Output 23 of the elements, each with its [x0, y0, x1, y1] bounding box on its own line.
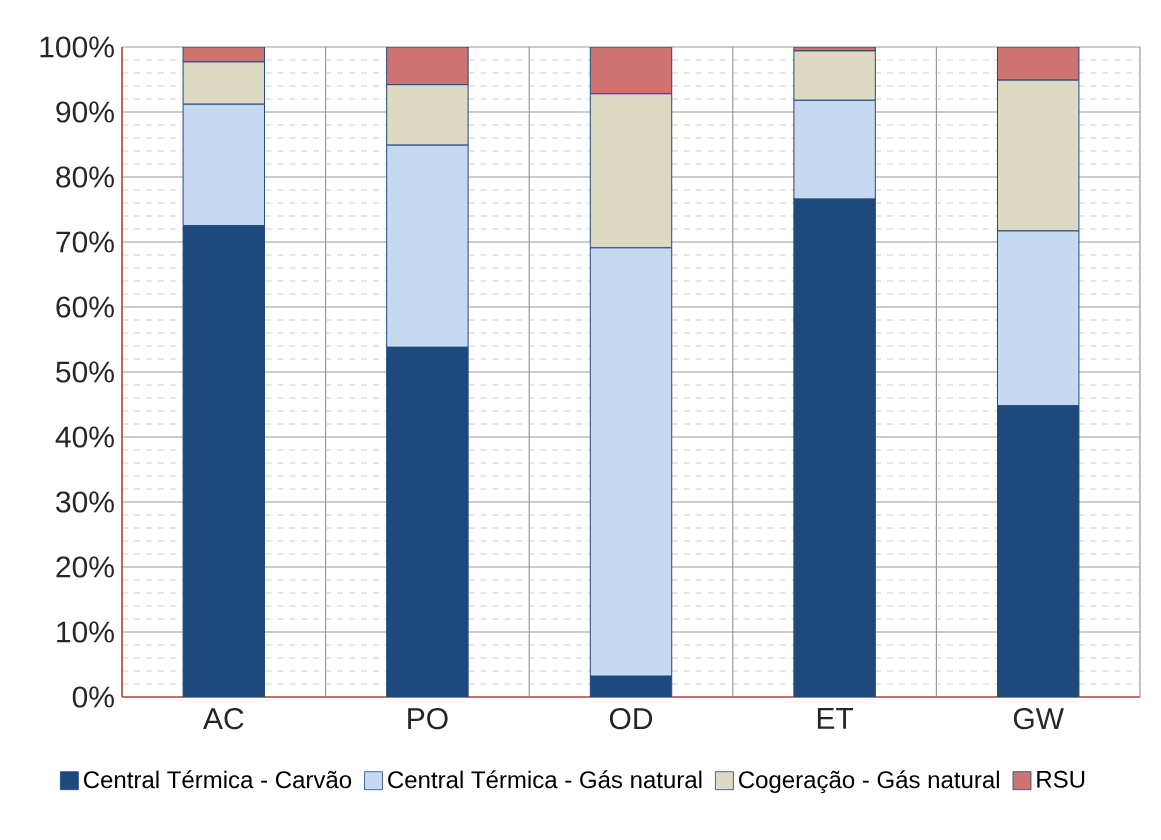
x-tick-label: ET [817, 708, 854, 729]
y-tick-label: 50% [56, 361, 114, 383]
y-tick-label: 70% [56, 231, 114, 253]
y-tick-label: 20% [56, 556, 114, 578]
x-tick-label: PO [408, 708, 448, 730]
x-tick-label: OD [609, 708, 653, 730]
y-tick-label: 10% [57, 621, 114, 643]
y-tick-label: 100% [40, 36, 114, 58]
y-tick-label: 30% [56, 491, 114, 513]
y-tick-label: 40% [55, 426, 114, 448]
y-tick-label: 90% [56, 101, 114, 123]
x-tick-label: AC [203, 708, 244, 730]
bar [386, 46, 469, 86]
legend-label: Cogeração - Gás natural [739, 770, 999, 794]
bar [996, 46, 1080, 81]
legend-label: Central Térmica - Carvão [83, 770, 352, 789]
y-tick-label: 0% [72, 686, 114, 708]
x-tick-label: GW [1013, 708, 1064, 730]
legend-label: Central Térmica - Gás natural [388, 770, 702, 789]
y-tick-label: 60% [56, 296, 114, 318]
legend-label: RSU [1037, 770, 1085, 788]
bar [589, 46, 673, 95]
y-tick-label: 80% [56, 166, 114, 188]
